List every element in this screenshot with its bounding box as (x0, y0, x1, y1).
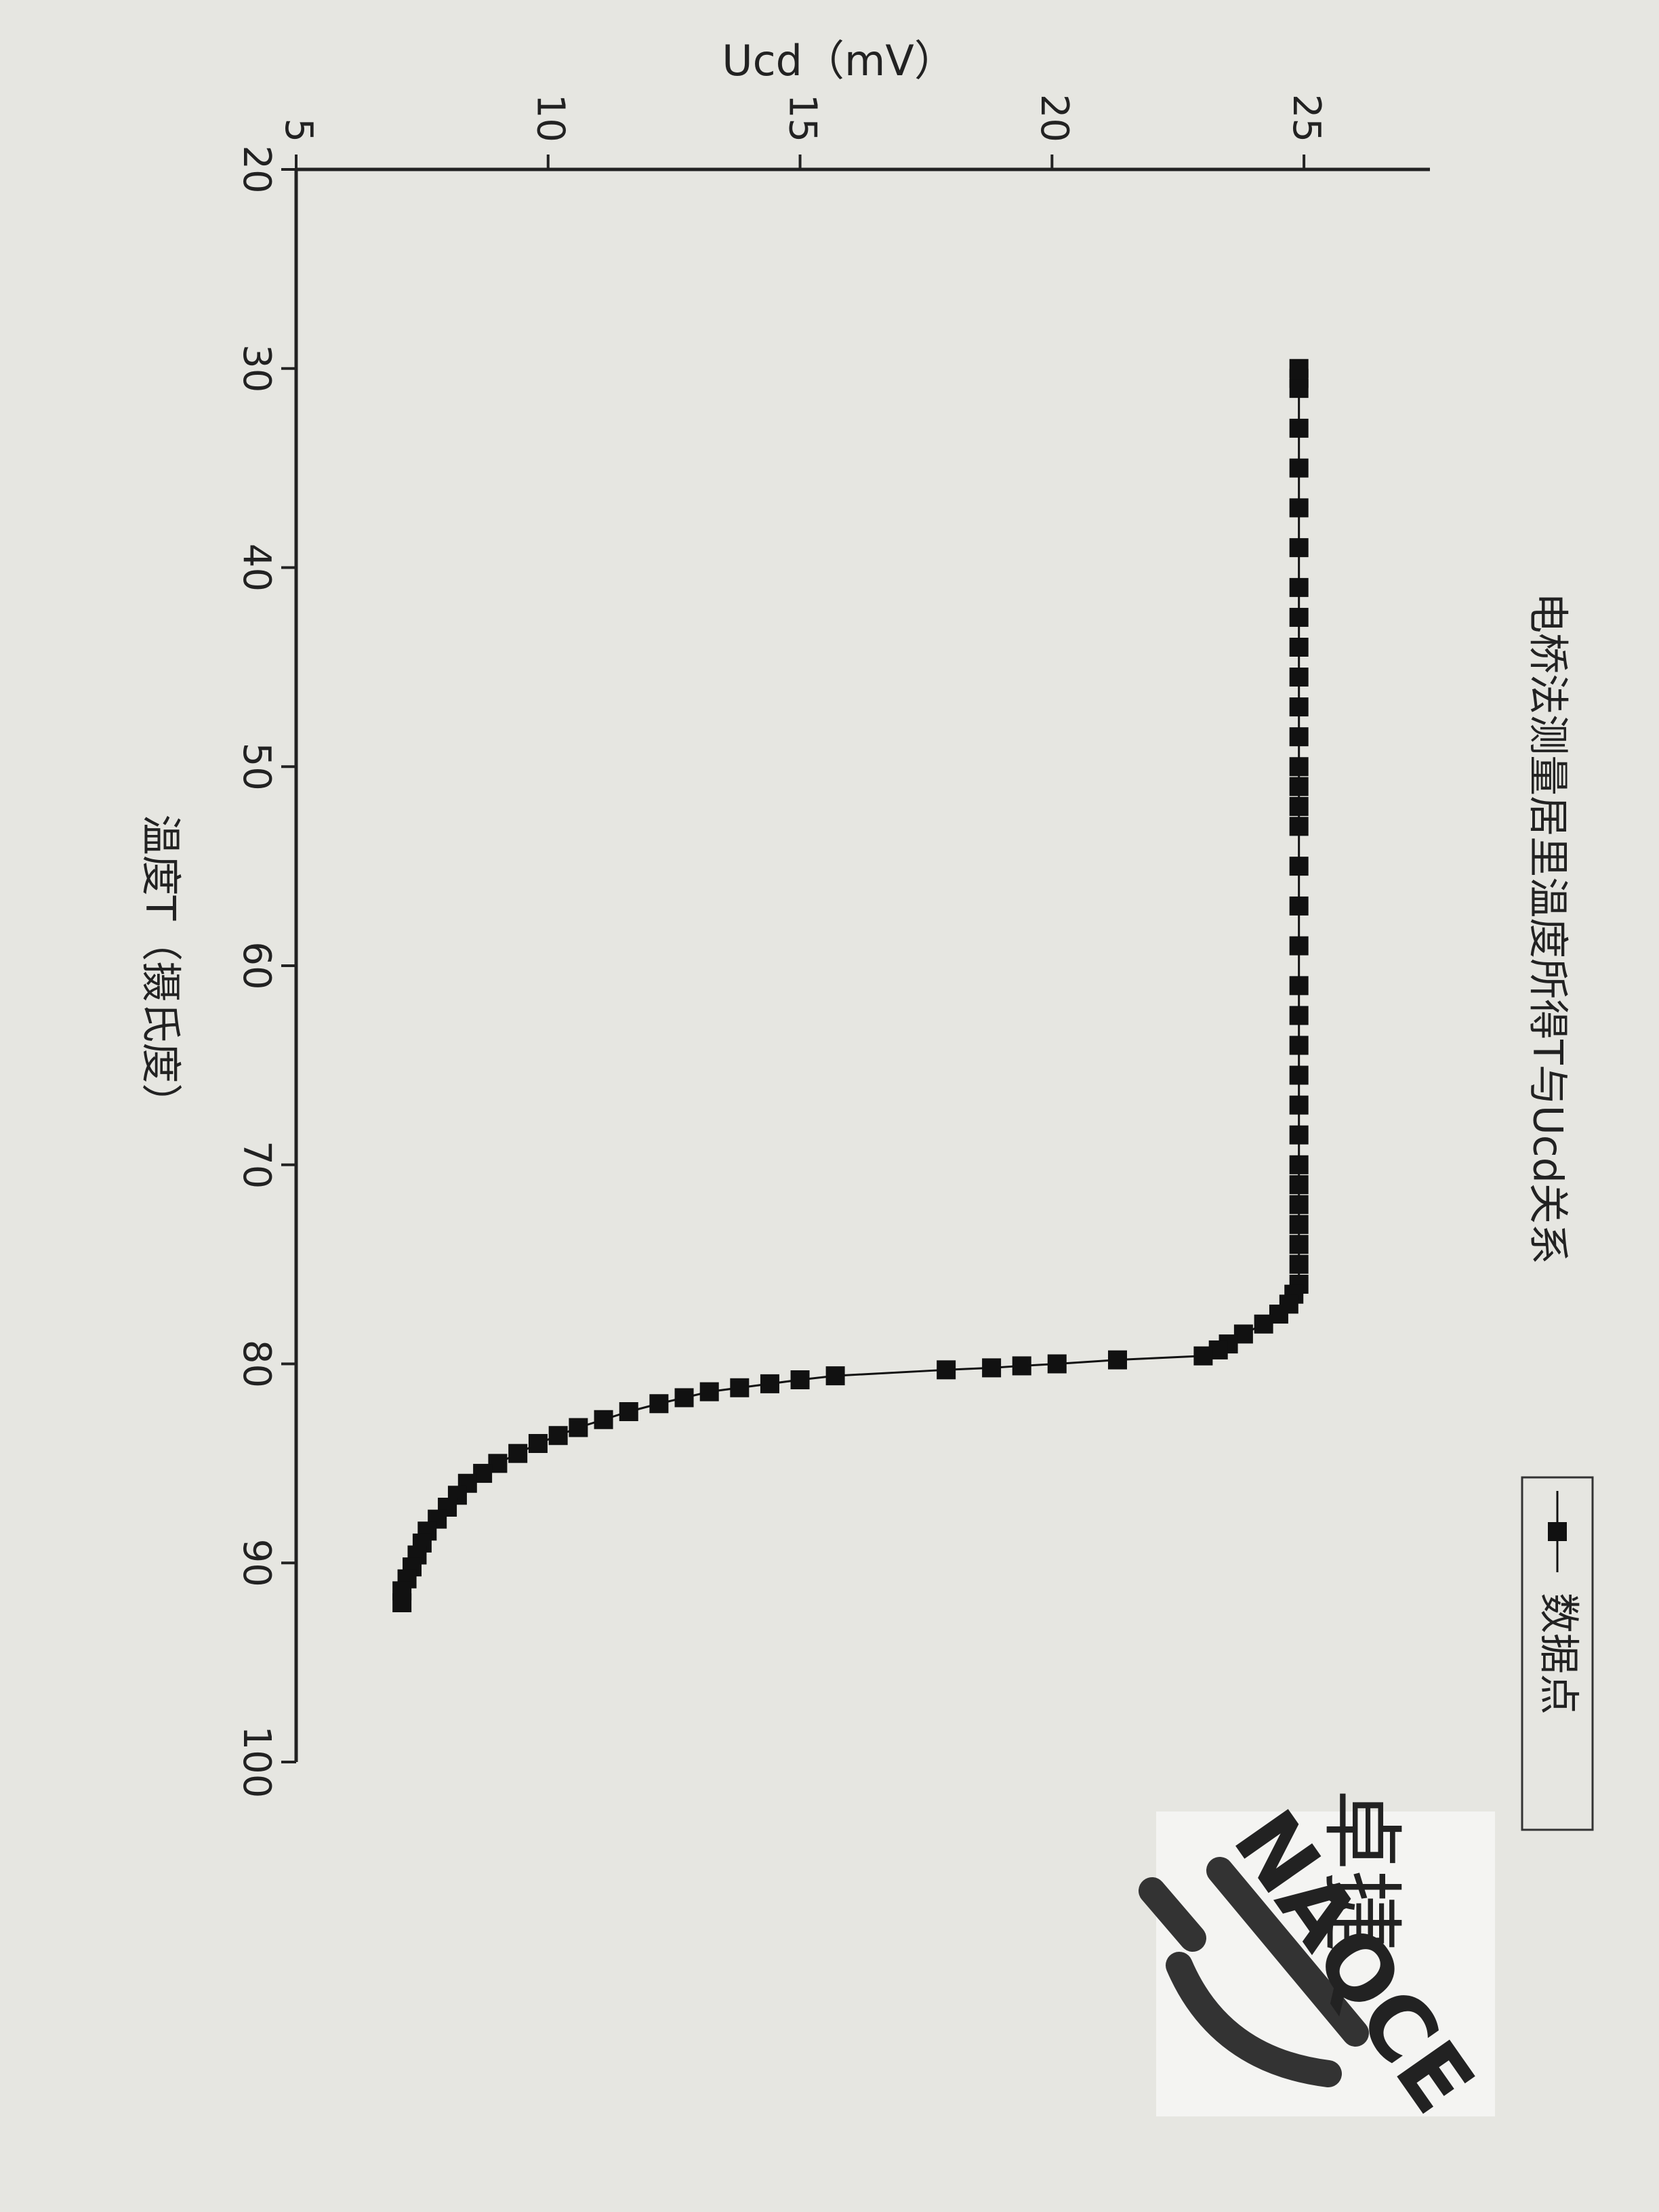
data-point (1289, 379, 1309, 398)
data-point (1289, 607, 1309, 627)
y-tick-label: 25 (1284, 94, 1328, 142)
data-point (1107, 1350, 1127, 1370)
data-point (1012, 1356, 1031, 1376)
y-tick-label: 5 (276, 118, 321, 142)
data-point (1289, 498, 1309, 518)
x-tick-label: 50 (234, 743, 279, 791)
data-point (937, 1360, 956, 1380)
x-tick-label: 100 (234, 1726, 279, 1799)
data-point (1269, 1305, 1288, 1324)
data-point (1289, 896, 1309, 916)
data-point (594, 1410, 613, 1429)
data-point (760, 1374, 779, 1393)
x-axis-label: 温度T（摄氏度） (136, 815, 184, 1124)
data-point (982, 1358, 1002, 1378)
data-point (1193, 1346, 1213, 1366)
legend-box (1521, 1476, 1594, 1831)
data-point (1289, 777, 1309, 796)
data-point (1289, 817, 1309, 836)
data-point (1289, 1235, 1309, 1254)
data-point (508, 1443, 528, 1463)
data-point (569, 1418, 588, 1437)
x-tick-label: 90 (234, 1539, 279, 1587)
plot: 电桥法测量居里温度所得T与Ucd关系 温度T（摄氏度） Ucd（mV） 20 30… (136, 36, 1594, 1831)
x-tick-label: 80 (234, 1340, 279, 1388)
data-point (1289, 1195, 1309, 1214)
y-tick-label: 15 (780, 94, 824, 142)
data-point (825, 1366, 845, 1386)
legend-marker (1548, 1522, 1567, 1541)
data-point (1289, 1125, 1309, 1145)
data-point (1289, 1065, 1309, 1085)
data-point (488, 1454, 508, 1473)
chart-title: 电桥法测量居里温度所得T与Ucd关系 (1523, 592, 1571, 1265)
y-tick-label: 10 (529, 94, 573, 142)
data-point (1289, 1155, 1309, 1174)
data-point (1289, 458, 1309, 478)
data-point (548, 1426, 568, 1446)
data-point (1289, 1175, 1309, 1195)
data-point (1289, 757, 1309, 777)
data-point (1289, 857, 1309, 876)
data-point (1289, 668, 1309, 687)
data-point (1289, 1095, 1309, 1115)
legend-label: 数据点 (1534, 1593, 1582, 1715)
data-point (1289, 697, 1309, 717)
data-point (649, 1394, 669, 1414)
data-point (1289, 727, 1309, 747)
data-point (674, 1388, 694, 1408)
x-tick-label: 70 (234, 1141, 279, 1189)
data-point (1233, 1324, 1253, 1344)
data-point (1208, 1340, 1228, 1359)
data-point (699, 1382, 719, 1401)
data-point (1289, 1214, 1309, 1234)
data-point (1289, 797, 1309, 816)
x-tick-label: 30 (234, 344, 279, 392)
data-point (392, 1593, 412, 1612)
data-point (1289, 418, 1309, 438)
data-point (473, 1464, 493, 1483)
watermark-brand: 卓捷 (1313, 1789, 1408, 1952)
y-axis-label: Ucd（mV） (722, 36, 956, 85)
watermark: 卓捷 NAQCE (1139, 1789, 1495, 2131)
data-point (1289, 976, 1309, 996)
data-point (1254, 1314, 1273, 1334)
data-point (730, 1378, 750, 1397)
data-point (619, 1402, 638, 1421)
data-point (790, 1370, 810, 1389)
data-point (1289, 1254, 1309, 1274)
y-tick-label: 20 (1032, 94, 1076, 142)
data-point (1289, 1036, 1309, 1055)
data-point (528, 1434, 548, 1453)
data-point (1289, 936, 1309, 956)
data-point (1289, 638, 1309, 657)
data-point (1289, 577, 1309, 597)
x-tick-label: 20 (234, 145, 279, 193)
data-point (1047, 1354, 1067, 1374)
anchor-icon (1139, 1857, 1369, 2087)
x-tick-label: 40 (234, 544, 279, 592)
x-tick-label: 60 (234, 941, 279, 989)
data-point (1289, 538, 1309, 558)
data-point (1289, 1006, 1309, 1025)
